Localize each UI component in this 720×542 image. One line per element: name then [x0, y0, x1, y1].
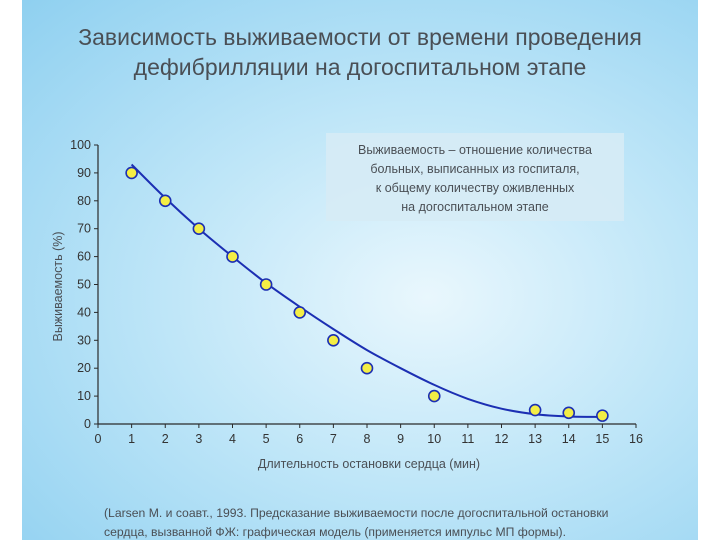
slide-title: Зависимость выживаемости от времени пров…	[22, 22, 698, 82]
x-tick-label: 9	[397, 432, 404, 446]
citation: (Larsen M. и соавт., 1993. Предсказание …	[104, 504, 704, 542]
data-point	[360, 361, 374, 375]
x-tick-label: 11	[461, 432, 474, 446]
citation-line-2: сердца, вызванной ФЖ: графическая модель…	[104, 525, 566, 539]
y-tick-label: 40	[77, 305, 91, 319]
note-line-4: на догоспитальном этапе	[401, 200, 548, 214]
x-tick-label: 15	[595, 432, 609, 446]
x-tick-label: 8	[364, 432, 371, 446]
note-line-1: Выживаемость – отношение количества	[358, 143, 592, 157]
y-tick-label: 70	[77, 222, 91, 236]
x-tick-label: 2	[162, 432, 169, 446]
x-tick-label: 1	[128, 432, 135, 446]
x-tick-label: 0	[95, 432, 102, 446]
y-tick-label: 60	[77, 250, 91, 264]
data-point	[259, 278, 273, 291]
y-tick-label: 80	[77, 194, 91, 208]
y-tick-label: 100	[70, 138, 91, 152]
data-point	[226, 250, 239, 263]
x-tick-label: 10	[427, 432, 441, 446]
data-point	[327, 333, 340, 347]
data-point	[427, 389, 441, 403]
x-axis-label: Длительность остановки сердца (мин)	[258, 457, 480, 471]
x-tick-label: 6	[296, 432, 303, 446]
x-tick-label: 5	[263, 432, 270, 446]
data-point	[596, 409, 609, 422]
y-tick-label: 30	[77, 333, 91, 347]
y-tick-label: 50	[77, 278, 91, 292]
data-point	[293, 306, 307, 319]
data-points-layer	[125, 166, 609, 422]
x-tick-label: 14	[562, 432, 576, 446]
citation-line-1: (Larsen M. и соавт., 1993. Предсказание …	[104, 506, 609, 520]
title-line-2: дефибрилляции на догоспитальном этапе	[133, 54, 587, 80]
y-axis-label: Выживаемость (%)	[51, 231, 65, 341]
data-point	[562, 406, 576, 420]
title-line-1: Зависимость выживаемости от времени пров…	[78, 24, 642, 50]
slide-background	[22, 0, 698, 540]
data-point	[158, 194, 172, 208]
note-box: Выживаемость – отношение количества боль…	[326, 133, 624, 221]
data-point	[528, 403, 542, 417]
note-box-background	[326, 133, 624, 221]
y-tick-label: 0	[84, 417, 91, 431]
data-point	[192, 222, 206, 235]
x-tick-label: 13	[528, 432, 542, 446]
y-tick-label: 20	[77, 361, 91, 375]
x-axis-ticks: 0 1 2 3 4 5 6 7 8 9 10 11 12 13 14 15 16	[95, 424, 643, 446]
note-line-3: к общему количеству оживленных	[376, 181, 575, 195]
x-tick-label: 4	[229, 432, 236, 446]
y-axis-ticks: 0 10 20 30 40 50 60 70 80 90 100	[70, 138, 98, 431]
trend-curve-layer	[130, 163, 603, 418]
x-tick-label: 3	[195, 432, 202, 446]
note-line-2: больных, выписанных из госпиталя,	[370, 162, 579, 176]
data-point	[125, 166, 138, 180]
x-tick-label: 12	[495, 432, 509, 446]
y-tick-label: 90	[77, 166, 91, 180]
trend-curve	[130, 163, 603, 418]
x-tick-label: 16	[629, 432, 643, 446]
y-tick-label: 10	[77, 389, 91, 403]
x-tick-label: 7	[330, 432, 337, 446]
